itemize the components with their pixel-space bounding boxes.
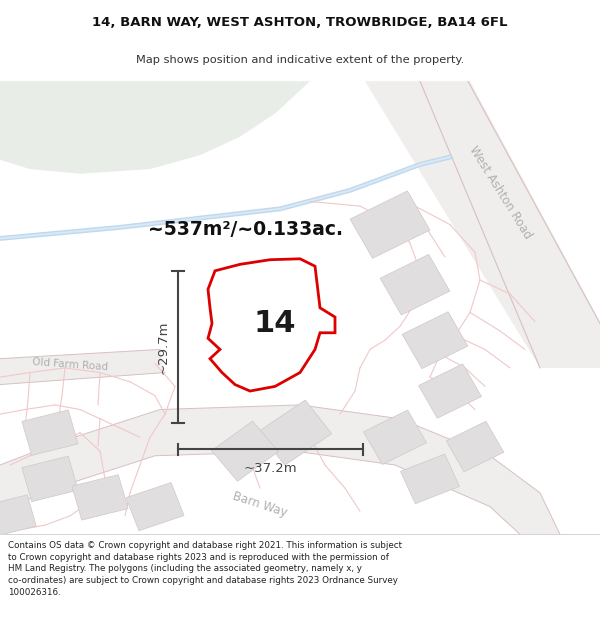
Polygon shape: [364, 410, 427, 464]
Polygon shape: [0, 81, 310, 174]
Polygon shape: [22, 410, 78, 456]
Text: Map shows position and indicative extent of the property.: Map shows position and indicative extent…: [136, 55, 464, 65]
Text: West Ashton Road: West Ashton Road: [466, 143, 534, 241]
Polygon shape: [0, 405, 560, 534]
Text: Old Farm Road: Old Farm Road: [32, 357, 108, 372]
Text: Barn Way: Barn Way: [231, 490, 289, 520]
Polygon shape: [212, 421, 278, 481]
Polygon shape: [419, 364, 481, 418]
Polygon shape: [446, 421, 504, 472]
Text: 14, BARN WAY, WEST ASHTON, TROWBRIDGE, BA14 6FL: 14, BARN WAY, WEST ASHTON, TROWBRIDGE, B…: [92, 16, 508, 29]
Polygon shape: [0, 495, 36, 537]
Polygon shape: [365, 81, 600, 368]
Polygon shape: [400, 454, 460, 504]
Polygon shape: [126, 482, 184, 531]
Text: ~29.7m: ~29.7m: [157, 321, 170, 374]
Text: ~537m²/~0.133ac.: ~537m²/~0.133ac.: [148, 220, 343, 239]
Polygon shape: [402, 312, 468, 369]
Text: 14: 14: [254, 309, 296, 338]
Text: Contains OS data © Crown copyright and database right 2021. This information is : Contains OS data © Crown copyright and d…: [8, 541, 402, 597]
Polygon shape: [208, 259, 335, 391]
Polygon shape: [0, 349, 165, 384]
Polygon shape: [380, 254, 450, 315]
Polygon shape: [259, 400, 332, 465]
Polygon shape: [211, 287, 280, 348]
Polygon shape: [72, 474, 128, 520]
Polygon shape: [350, 191, 430, 258]
Text: ~37.2m: ~37.2m: [244, 462, 298, 475]
Polygon shape: [22, 456, 78, 502]
